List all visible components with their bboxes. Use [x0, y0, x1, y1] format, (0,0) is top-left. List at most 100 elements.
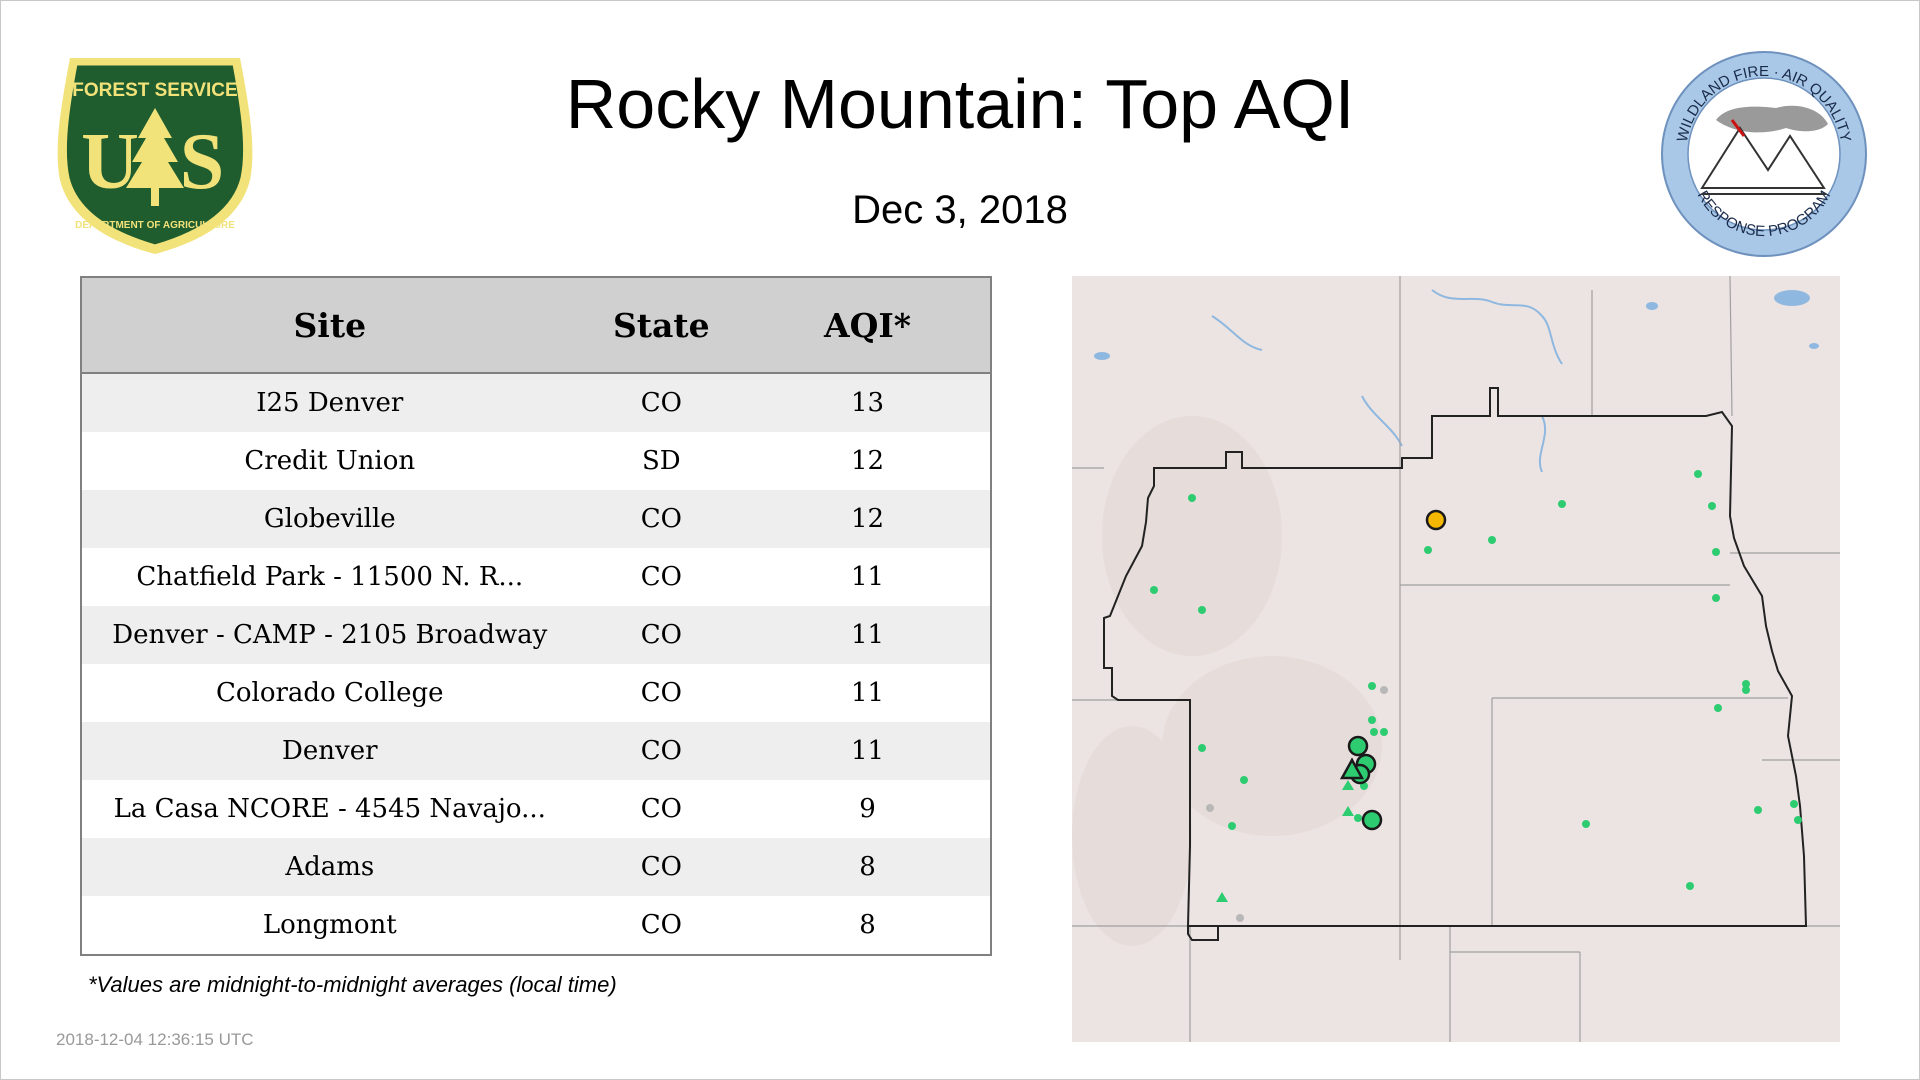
- good-marker: [1368, 682, 1376, 690]
- good-aqi-markers: [1150, 470, 1802, 902]
- good-marker: [1712, 548, 1720, 556]
- usfs-shield-logo: FOREST SERVICE U S DEPARTMENT OF AGRICUL…: [57, 58, 253, 254]
- aqi-cell: 13: [745, 373, 991, 432]
- good-marker: [1370, 728, 1378, 736]
- good-marker: [1354, 814, 1362, 822]
- good-marker: [1198, 744, 1206, 752]
- good-marker: [1694, 470, 1702, 478]
- good-marker: [1240, 776, 1248, 784]
- good-marker: [1368, 716, 1376, 724]
- svg-text:S: S: [180, 118, 225, 206]
- site-cell: Longmont: [81, 896, 578, 955]
- no-data-marker: [1380, 686, 1388, 694]
- good-marker: [1754, 806, 1762, 814]
- good-marker-triangle: [1342, 780, 1354, 790]
- good-marker-triangle: [1216, 892, 1228, 902]
- good-marker: [1582, 820, 1590, 828]
- aqi-cell: 8: [745, 896, 991, 955]
- aqi-cell: 8: [745, 838, 991, 896]
- aqi-cell: 12: [745, 490, 991, 548]
- good-marker: [1742, 680, 1750, 688]
- top-site-marker: [1347, 735, 1369, 757]
- terrain-shading: [1072, 416, 1382, 946]
- table-header-row: Site State AQI*: [81, 277, 991, 374]
- aqi-cell: 11: [745, 548, 991, 606]
- site-cell: Denver - CAMP - 2105 Broadway: [81, 606, 578, 664]
- good-marker: [1198, 606, 1206, 614]
- good-marker: [1424, 546, 1432, 554]
- good-marker: [1712, 594, 1720, 602]
- good-marker: [1790, 800, 1798, 808]
- region-outline: [1103, 387, 1808, 941]
- region-aqi-map: [1072, 276, 1840, 1042]
- table-row: Adams CO 8: [81, 838, 991, 896]
- table-row: I25 Denver CO 13: [81, 373, 991, 432]
- good-marker: [1150, 586, 1158, 594]
- top-aqi-table: Site State AQI* I25 Denver CO 13 Credit Un…: [80, 276, 992, 956]
- top-site-marker-triangle: [1339, 757, 1365, 780]
- site-cell: Denver: [81, 722, 578, 780]
- table-row: Globeville CO 12: [81, 490, 991, 548]
- table-row: Denver - CAMP - 2105 Broadway CO 11: [81, 606, 991, 664]
- state-cell: CO: [577, 722, 746, 780]
- wildland-fire-air-quality-logo: WILDLAND FIRE · AIR QUALITY RESPONSE PRO…: [1661, 51, 1867, 257]
- aqi-cell: 11: [745, 722, 991, 780]
- usfs-bottom-text: DEPARTMENT OF AGRICULTURE: [75, 220, 235, 231]
- aqi-cell: 11: [745, 606, 991, 664]
- water-features: [1211, 289, 1563, 473]
- site-cell: Credit Union: [81, 432, 578, 490]
- state-cell: CO: [577, 548, 746, 606]
- generated-timestamp: 2018-12-04 12:36:15 UTC: [56, 1030, 254, 1049]
- usfs-top-text: FOREST SERVICE: [72, 80, 237, 101]
- top-site-markers: [1339, 735, 1383, 831]
- site-cell: Chatfield Park - 11500 N. R...: [81, 548, 578, 606]
- state-cell: CO: [577, 664, 746, 722]
- table-row: Denver CO 11: [81, 722, 991, 780]
- good-marker: [1380, 728, 1388, 736]
- state-cell: CO: [577, 606, 746, 664]
- aqi-cell: 12: [745, 432, 991, 490]
- good-marker: [1742, 686, 1750, 694]
- state-cell: CO: [577, 373, 746, 432]
- state-column-header: State: [577, 277, 746, 374]
- no-data-markers: [1206, 686, 1388, 922]
- site-cell: I25 Denver: [81, 373, 578, 432]
- lakes: [1094, 290, 1819, 360]
- table-row: Colorado College CO 11: [81, 664, 991, 722]
- moderate-aqi-marker: [1425, 509, 1447, 531]
- good-marker: [1686, 882, 1694, 890]
- top-site-marker: [1361, 809, 1383, 831]
- state-cell: CO: [577, 490, 746, 548]
- good-marker: [1188, 494, 1196, 502]
- table-row: Credit Union SD 12: [81, 432, 991, 490]
- site-column-header: Site: [81, 277, 578, 374]
- state-cell: CO: [577, 838, 746, 896]
- table-row: Longmont CO 8: [81, 896, 991, 955]
- good-marker: [1794, 816, 1802, 824]
- no-data-marker: [1206, 804, 1214, 812]
- page-title: Rocky Mountain: Top AQI: [565, 65, 1355, 143]
- no-data-marker: [1236, 914, 1244, 922]
- good-marker-triangle: [1342, 806, 1354, 816]
- map-land: [1072, 276, 1840, 1042]
- svg-text:U: U: [81, 118, 139, 206]
- aqi-cell: 9: [745, 780, 991, 838]
- aqi-column-header: AQI*: [745, 277, 991, 374]
- footnote: *Values are midnight-to-midnight average…: [88, 972, 617, 997]
- site-cell: Globeville: [81, 490, 578, 548]
- state-cell: SD: [577, 432, 746, 490]
- table-row: Chatfield Park - 11500 N. R... CO 11: [81, 548, 991, 606]
- aqi-cell: 11: [745, 664, 991, 722]
- table-row: La Casa NCORE - 4545 Navajo... CO 9: [81, 780, 991, 838]
- state-cell: CO: [577, 896, 746, 955]
- report-date: Dec 3, 2018: [852, 188, 1068, 232]
- good-marker: [1714, 704, 1722, 712]
- good-marker: [1488, 536, 1496, 544]
- good-marker: [1228, 822, 1236, 830]
- state-cell: CO: [577, 780, 746, 838]
- site-cell: Adams: [81, 838, 578, 896]
- site-cell: Colorado College: [81, 664, 578, 722]
- good-marker: [1558, 500, 1566, 508]
- site-cell: La Casa NCORE - 4545 Navajo...: [81, 780, 578, 838]
- good-marker: [1708, 502, 1716, 510]
